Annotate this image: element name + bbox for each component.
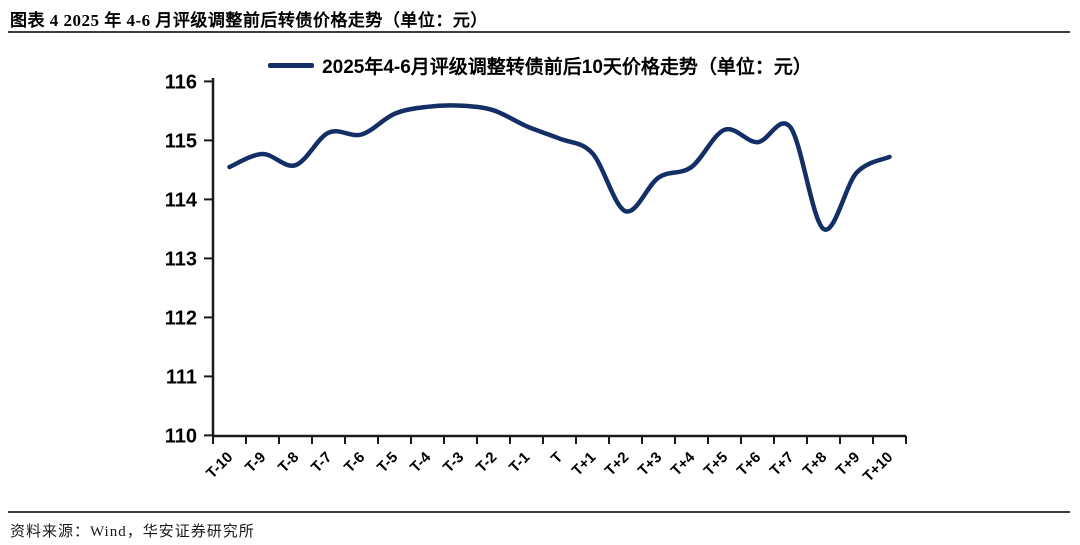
x-tick-label: T-2 — [473, 449, 500, 476]
x-tick-label: T+2 — [602, 449, 633, 480]
chart-legend: 2025年4-6月评级调整转债前后10天价格走势（单位：元） — [0, 52, 1080, 79]
source-note: 资料来源：Wind，华安证券研究所 — [10, 524, 255, 540]
y-tick-label: 115 — [165, 130, 197, 152]
figure-title: 图表 4 2025 年 4-6 月评级调整前后转债价格走势（单位：元） — [10, 11, 488, 30]
legend-label: 2025年4-6月评级调整转债前后10天价格走势（单位：元） — [322, 57, 812, 78]
y-tick-label: 114 — [165, 189, 198, 211]
top-divider — [8, 31, 1070, 33]
x-tick-label: T+1 — [569, 449, 600, 480]
price-line — [227, 103, 892, 232]
y-tick-label: 111 — [166, 366, 197, 388]
y-tick-label: 116 — [165, 71, 197, 93]
x-tick-label: T+8 — [800, 449, 831, 480]
x-tick-label: T-7 — [308, 449, 335, 476]
y-tick-label: 112 — [165, 307, 197, 329]
x-tick-label: T+6 — [734, 449, 765, 480]
x-tick-label: T+4 — [668, 448, 699, 479]
legend-line-swatch — [268, 63, 315, 68]
x-tick-label: T-10 — [203, 449, 236, 482]
x-tick-label: T-8 — [275, 449, 302, 476]
x-tick-label: T-9 — [242, 449, 269, 476]
x-tick-label: T — [548, 449, 567, 468]
bottom-divider — [8, 511, 1070, 513]
y-tick-label: 113 — [165, 248, 197, 270]
x-tick-label: T+7 — [767, 449, 798, 480]
x-tick-label: T+3 — [635, 449, 666, 480]
x-tick-label: T+9 — [833, 449, 864, 480]
x-tick-label: T+5 — [701, 449, 732, 480]
x-tick-label: T+10 — [860, 449, 896, 485]
x-tick-label: T-4 — [407, 448, 435, 476]
y-tick-label: 110 — [165, 425, 197, 447]
x-tick-label: T-1 — [506, 449, 533, 476]
x-tick-label: T-5 — [374, 449, 401, 476]
x-tick-label: T-6 — [341, 449, 368, 476]
x-tick-label: T-3 — [440, 449, 467, 476]
